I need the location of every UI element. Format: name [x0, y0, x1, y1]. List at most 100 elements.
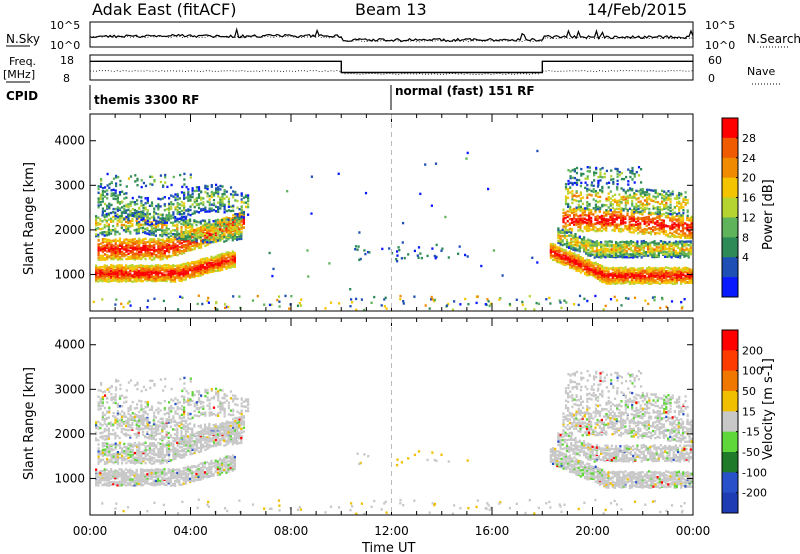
power-cell-388: [178, 278, 181, 281]
power-cell-2273: [225, 209, 228, 213]
power-cell-856: [136, 239, 139, 243]
power-cell-2125: [183, 206, 186, 209]
power-cell-3385: [647, 250, 650, 254]
power-cell-103: [116, 270, 119, 273]
power-cell-3770: [613, 211, 616, 214]
power-cell-3991: [669, 217, 672, 220]
power-cell-4031: [677, 215, 680, 218]
power-cell-4174: [599, 206, 602, 210]
power-cell-1709: [193, 219, 196, 222]
power-cell-4300: [643, 203, 647, 207]
power-cell-2768: [633, 267, 636, 270]
power-cell-51: [105, 275, 108, 278]
power-cell-2414: [556, 252, 559, 256]
power-cell-3025: [690, 280, 693, 283]
power-cell-307: [159, 264, 162, 268]
velocity-cell-68: [112, 482, 115, 486]
power-cell-1769: [210, 227, 213, 230]
power-cell-4282: [639, 206, 642, 209]
power-cell-76: [110, 265, 113, 269]
power-cell-688: [101, 238, 104, 241]
power-cell-3943: [658, 232, 661, 235]
power-cell-4388: [669, 194, 672, 197]
power-cell-930: [153, 258, 156, 261]
power-cell-1580: [161, 234, 164, 238]
power-cell-3665: [588, 214, 591, 218]
power-cell-433: [186, 270, 190, 273]
power-cell-4607: [278, 300, 281, 303]
power-cell-4034: [679, 233, 682, 236]
power-cell-4196: [609, 209, 612, 212]
power-cell-2744: [628, 271, 631, 274]
power-cell-4420: [680, 192, 683, 196]
power-cell-3846: [632, 219, 635, 222]
power-cell-3321: [629, 254, 633, 257]
power-cell-2049: [157, 206, 160, 210]
power-cell-569: [214, 255, 217, 258]
power-cell-3368: [640, 240, 643, 243]
power-cell-825: [131, 255, 134, 258]
power-cell-135: [122, 268, 125, 272]
power-cell-4312: [646, 191, 649, 194]
power-cell-478: [197, 274, 200, 278]
power-cell-1861: [236, 222, 239, 225]
power-cell-1784: [214, 225, 217, 228]
power-cell-4129: [579, 197, 582, 200]
power-cell-3115: [578, 246, 581, 250]
power-cell-1402: [107, 231, 110, 235]
power-cell-3244: [610, 248, 613, 251]
power-cell-1674: [184, 225, 187, 228]
power-cell-1665: [182, 219, 185, 223]
power-cell-2682: [616, 280, 619, 283]
power-cell-1109: [189, 240, 192, 243]
power-cell-2681: [616, 282, 619, 285]
power-cell-3740: [607, 219, 610, 223]
power-cell-1793: [216, 229, 219, 232]
power-cell-654: [233, 258, 236, 262]
power-cell-2753: [630, 274, 634, 277]
power-cell-2461: [566, 256, 570, 259]
power-cell-4504: [616, 179, 619, 183]
power-cell-3816: [626, 225, 629, 228]
power-cell-2567: [590, 271, 593, 274]
power-cell-1408: [107, 213, 110, 217]
power-cell-4295: [641, 192, 644, 195]
power-cell-1840: [231, 228, 234, 232]
power-cell-4462: [582, 172, 585, 176]
power-cell-357: [169, 265, 172, 268]
power-cell-3651: [585, 221, 588, 224]
power-cell-1660: [182, 235, 185, 238]
power-cell-1026: [172, 244, 175, 247]
power-cell-747: [114, 246, 117, 249]
power-cell-4387: [669, 197, 672, 201]
power-cell-2819: [645, 271, 649, 274]
power-cell-4609: [278, 305, 281, 308]
power-cell-2876: [658, 282, 661, 285]
power-cell-4664: [528, 295, 531, 298]
power-cell-4460: [580, 172, 583, 175]
power-cell-2428: [560, 262, 563, 265]
power-cell-1801: [218, 225, 222, 229]
power-cell-2776: [635, 268, 638, 272]
power-cell-1726: [199, 237, 202, 240]
power-cell-2750: [630, 278, 634, 282]
power-cell-774: [121, 258, 124, 261]
power-cell-2471: [569, 255, 572, 259]
power-cell-2310: [240, 192, 243, 195]
power-cell-2017: [144, 221, 147, 224]
power-cell-4413: [678, 193, 681, 197]
power-colorbar-tick-2: 20: [742, 172, 756, 185]
power-cell-3566: [564, 216, 567, 220]
power-cell-3551: [689, 244, 692, 247]
power-cell-3010: [686, 271, 689, 275]
power-cell-1416: [110, 211, 113, 215]
power-cell-3186: [595, 243, 598, 247]
power-cell-2150: [189, 196, 192, 199]
power-cell-4007: [673, 226, 676, 229]
power-cell-3933: [654, 217, 657, 220]
power-cell-1434: [116, 213, 119, 216]
power-cell-4122: [575, 190, 578, 193]
power-cell-1319: [234, 215, 237, 219]
power-cell-1209: [210, 233, 213, 236]
power-cell-3152: [587, 238, 590, 241]
